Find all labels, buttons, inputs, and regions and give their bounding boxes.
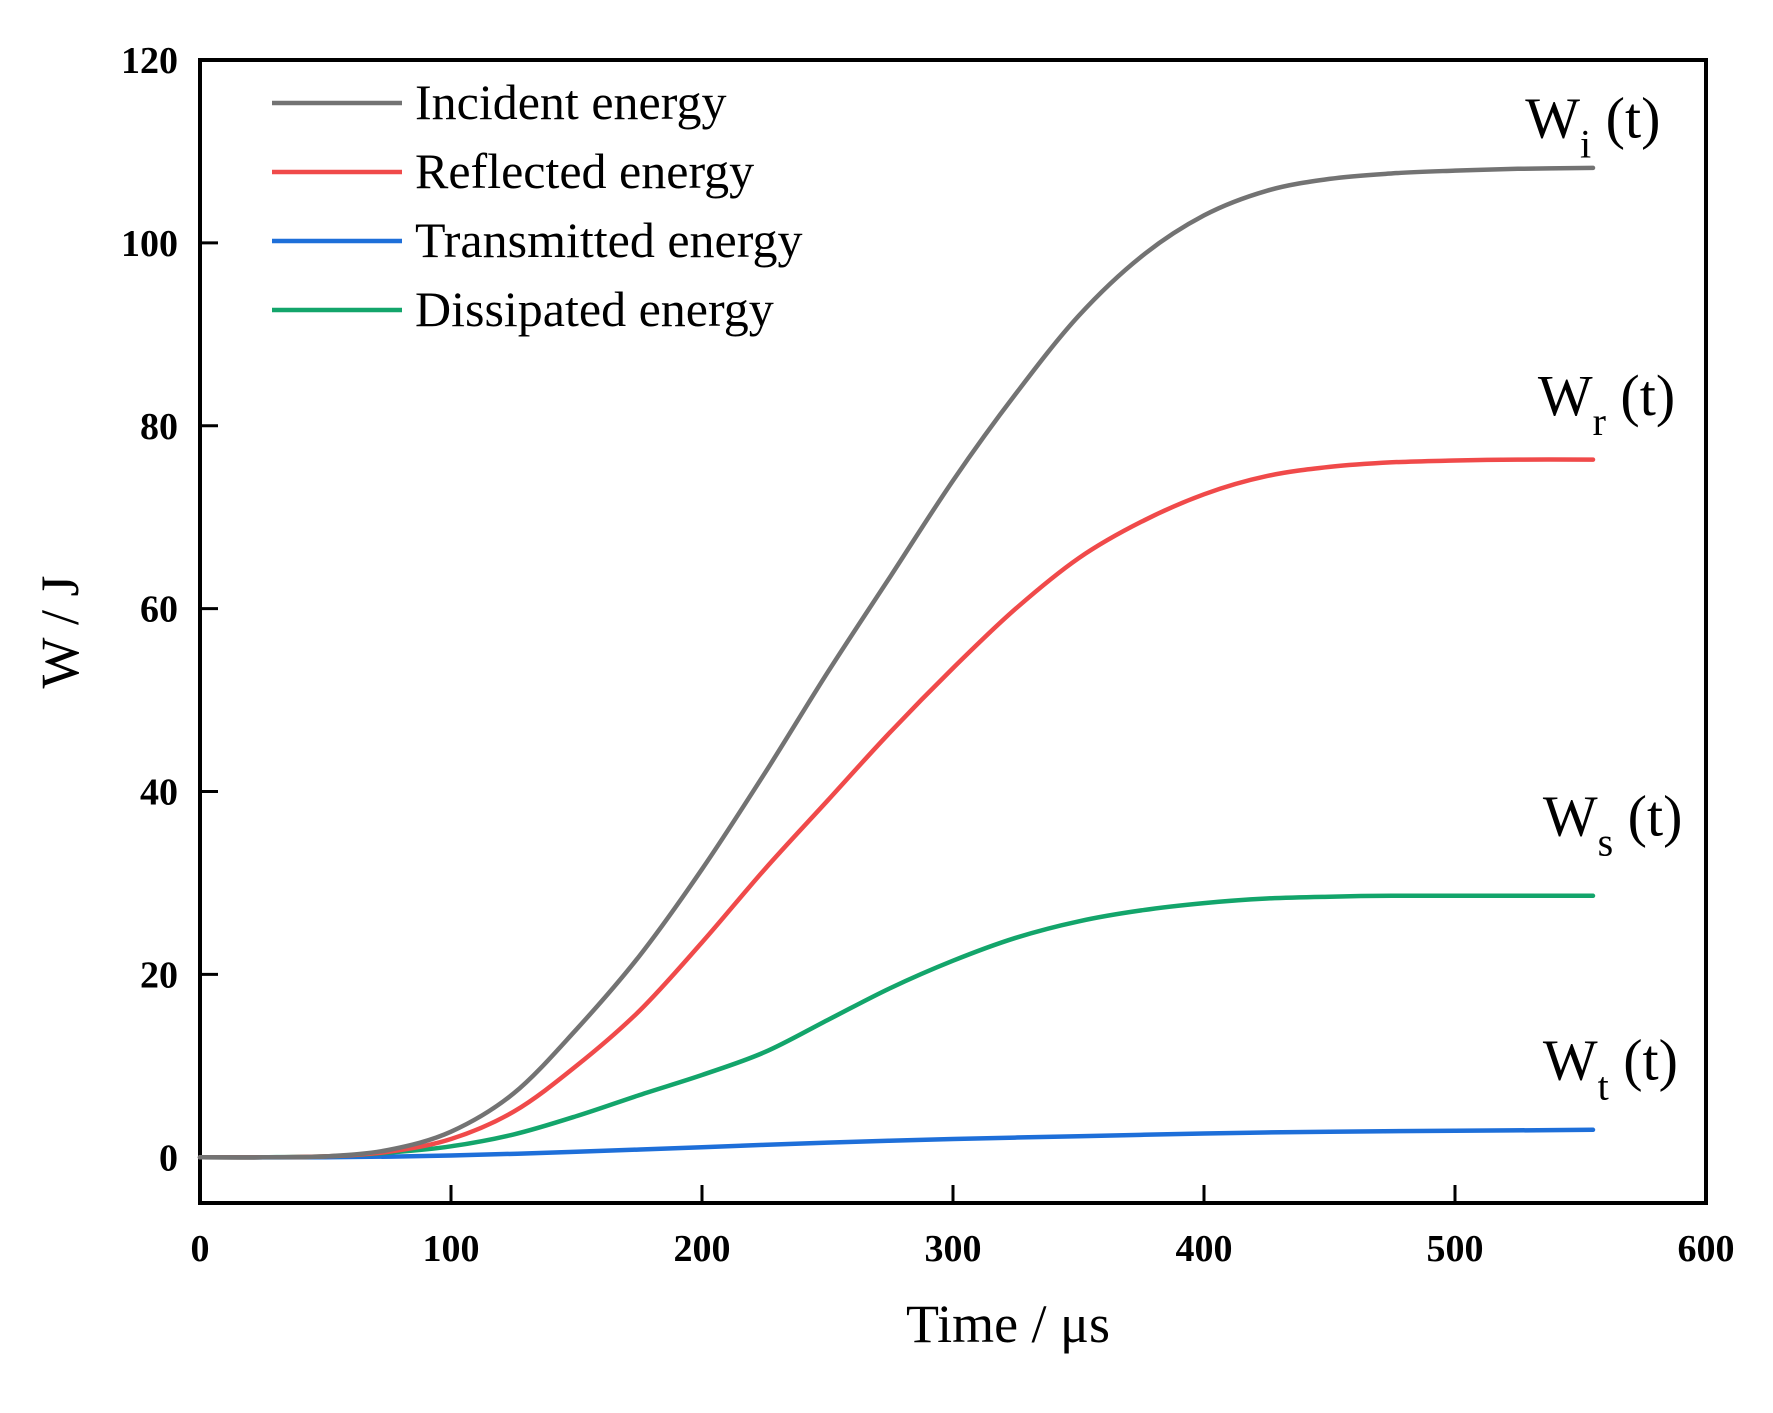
y-tick-label: 100	[121, 223, 178, 265]
y-tick-label: 60	[140, 589, 178, 631]
y-axis-title: W / J	[30, 575, 90, 688]
x-tick-label: 0	[191, 1228, 210, 1270]
x-tick-label: 400	[1176, 1228, 1233, 1270]
series-lines	[197, 165, 1596, 1160]
legend-label: Incident energy	[415, 74, 726, 130]
x-tick-label: 200	[674, 1228, 731, 1270]
y-axis-ticks: 0 20 40 60 80 100 120	[121, 40, 218, 1179]
y-tick-label: 20	[140, 954, 178, 996]
series-line-reflected-energy	[197, 457, 1596, 1160]
x-tick-label: 100	[423, 1228, 480, 1270]
series-line-transmitted-energy	[197, 1127, 1596, 1160]
x-axis-title: Time / μs	[906, 1294, 1110, 1354]
y-tick-label: 120	[121, 40, 178, 82]
series-line-dissipated-energy	[197, 893, 1596, 1160]
legend-label: Transmitted energy	[415, 212, 802, 268]
x-axis-ticks: 0 100 200 300 400 500 600	[191, 1185, 1735, 1270]
y-tick-label: 40	[140, 772, 178, 814]
y-tick-label: 0	[159, 1137, 178, 1179]
series-line-incident-energy	[197, 165, 1596, 1160]
legend: Incident energy Reflected energy Transmitt…	[272, 74, 802, 337]
curve-annotation: Ws (t)	[1543, 783, 1683, 864]
x-tick-label: 600	[1678, 1228, 1735, 1270]
legend-label: Dissipated energy	[415, 281, 774, 337]
curve-annotation: Wt (t)	[1543, 1028, 1678, 1109]
y-tick-label: 80	[140, 406, 178, 448]
legend-label: Reflected energy	[415, 143, 754, 199]
curve-annotations: Wi (t) Wr (t) Ws (t) Wt (t)	[1525, 86, 1682, 1109]
curve-annotation: Wr (t)	[1538, 363, 1675, 444]
curve-annotation: Wi (t)	[1525, 86, 1660, 167]
x-tick-label: 500	[1427, 1228, 1484, 1270]
x-tick-label: 300	[925, 1228, 982, 1270]
